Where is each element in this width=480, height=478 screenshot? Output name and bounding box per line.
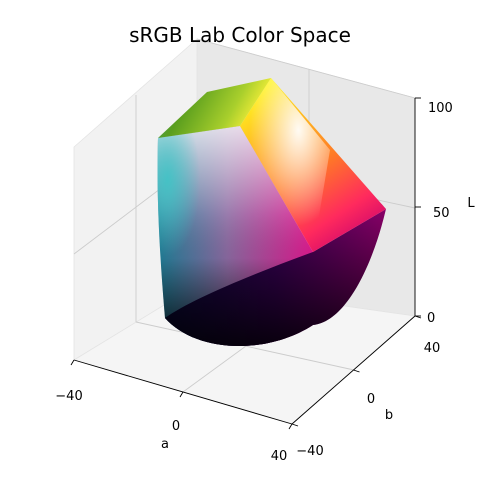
l-tick-label-50: 50 xyxy=(433,206,450,221)
b-tick-label-neg40: −40 xyxy=(296,444,323,459)
tick-marks xyxy=(70,97,422,430)
gamut-bottom-shade xyxy=(165,209,386,347)
a-tick-mark-1 xyxy=(179,391,184,398)
b-tick-mark-1 xyxy=(353,369,360,373)
a-tick-mark-0 xyxy=(70,359,75,366)
b-tick-label-40: 40 xyxy=(424,341,441,356)
gamut-top-face xyxy=(158,78,271,138)
gridline-b0-floor xyxy=(135,321,355,371)
a-tick-label-40: 40 xyxy=(271,449,288,464)
l-axis-label: L xyxy=(467,196,475,211)
a-tick-label-0: 0 xyxy=(172,419,180,434)
srgb-gamut-solid xyxy=(157,78,386,347)
a-tick-label-neg40: −40 xyxy=(55,389,82,404)
b-tick-label-0: 0 xyxy=(367,392,375,407)
a-axis-label: a xyxy=(161,437,169,452)
l-tick-label-0: 0 xyxy=(427,311,435,326)
a-tick-mark-2 xyxy=(288,423,293,430)
l-tick-label-100: 100 xyxy=(428,101,453,116)
b-axis-label: b xyxy=(385,408,393,423)
gridline-l100-back xyxy=(196,38,416,99)
gamut-white-highlight xyxy=(240,78,330,252)
chart-title: sRGB Lab Color Space xyxy=(129,23,351,47)
gamut-cyan-glow xyxy=(157,126,240,318)
b-tick-mark-0 xyxy=(291,423,299,427)
